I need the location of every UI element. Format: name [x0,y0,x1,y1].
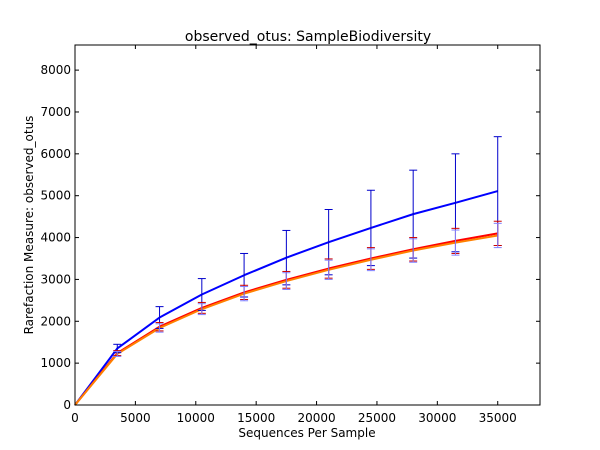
x-tick-label: 5000 [120,411,151,425]
x-tick-label: 10000 [177,411,215,425]
plot-border [74,44,541,406]
x-tick-label: 0 [71,411,79,425]
plot-area: 0 5000 10000 15000 20000 25000 30000 35000 0 100… [40,44,541,425]
y-tick-label: 1000 [40,356,71,370]
y-tick-label: 3000 [40,272,71,286]
y-tick-label: 8000 [40,63,71,77]
y-tick-label: 2000 [40,314,71,328]
x-tick-label: 25000 [358,411,396,425]
chart-title: observed_otus: SampleBiodiversity [185,29,431,45]
y-axis-label: Rarefaction Measure: observed_otus [22,116,36,335]
x-axis-ticks: 0 5000 10000 15000 20000 25000 30000 35000 [71,45,517,425]
plot-frame [75,45,540,405]
y-tick-label: 4000 [40,231,71,245]
x-tick-label: 15000 [237,411,275,425]
series-layer [74,136,502,406]
x-axis-label: Sequences Per Sample [238,426,375,440]
x-tick-label: 20000 [297,411,335,425]
x-tick-label: 35000 [479,411,517,425]
y-tick-label: 5000 [40,189,71,203]
y-axis-ticks: 0 1000 2000 3000 4000 5000 6000 7000 8000 [40,63,540,412]
y-tick-label: 7000 [40,105,71,119]
x-tick-label: 30000 [418,411,456,425]
y-tick-label: 0 [63,398,71,412]
y-tick-label: 6000 [40,147,71,161]
